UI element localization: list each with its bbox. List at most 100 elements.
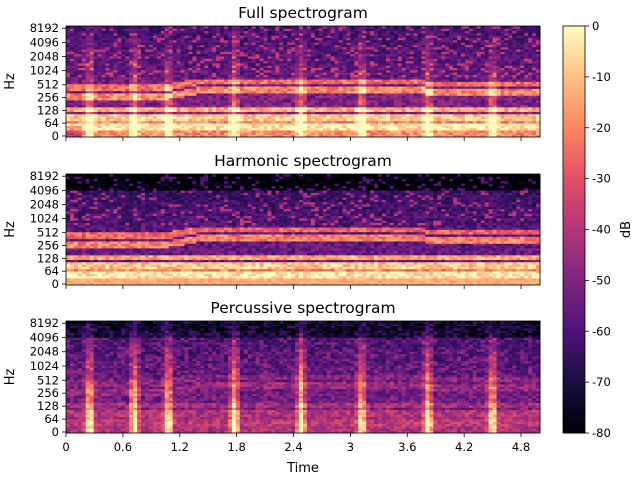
spectrogram-cell: [314, 102, 320, 106]
spectrogram-cell: [433, 69, 438, 73]
spectrogram-cell: [243, 125, 249, 129]
spectrogram-cell: [409, 106, 414, 110]
spectrogram-cell: [382, 127, 387, 131]
spectrogram-cell: [141, 49, 146, 52]
spectrogram-cell: [267, 97, 272, 101]
spectrogram-cell: [239, 65, 245, 69]
spectrogram-cell: [275, 51, 280, 55]
spectrogram-cell: [263, 81, 268, 85]
spectrogram-cell: [421, 104, 426, 108]
spectrogram-cell: [350, 130, 355, 133]
spectrogram-cell: [251, 44, 256, 48]
spectrogram-cell: [117, 132, 122, 136]
spectrogram-cell: [231, 32, 237, 36]
spectrogram-cell: [370, 102, 375, 106]
spectrogram-cell: [350, 111, 355, 115]
spectrogram-cell: [306, 104, 312, 108]
spectrogram-cell: [188, 118, 193, 122]
spectrogram-cell: [208, 93, 213, 96]
spectrogram-cell: [164, 90, 170, 94]
spectrogram-cell: [393, 102, 399, 106]
spectrogram-cell: [117, 53, 122, 57]
spectrogram-cell: [89, 30, 95, 34]
spectrogram-cell: [271, 104, 276, 108]
spectrogram-cell: [433, 120, 438, 124]
spectrogram-cell: [385, 53, 391, 57]
spectrogram-cell: [287, 130, 292, 133]
spectrogram-cell: [180, 63, 185, 66]
spectrogram-cell: [156, 83, 162, 87]
spectrogram-cell: [461, 74, 466, 78]
spectrogram-cell: [449, 30, 454, 34]
spectrogram-cell: [251, 116, 256, 119]
spectrogram-cell: [212, 95, 217, 99]
spectrogram-cell: [366, 63, 371, 66]
spectrogram-cell: [105, 76, 110, 80]
spectrogram-cell: [429, 26, 434, 29]
spectrogram-cell: [208, 113, 213, 117]
spectrogram-cell: [145, 113, 150, 117]
spectrogram-cell: [425, 76, 430, 80]
spectrogram-cell: [263, 127, 268, 131]
spectrogram-cell: [429, 113, 434, 117]
spectrogram-cell: [330, 83, 335, 87]
spectrogram-cell: [259, 74, 264, 78]
spectrogram-cell: [208, 97, 213, 101]
spectrogram-cell: [421, 118, 426, 122]
spectrogram-cell: [326, 30, 332, 34]
spectrogram-cell: [358, 88, 363, 92]
spectrogram-cell: [299, 30, 304, 34]
spectrogram-cell: [378, 95, 383, 99]
spectrogram-cell: [409, 63, 414, 66]
spectrogram-cell: [283, 63, 288, 66]
spectrogram-cell: [322, 109, 328, 112]
spectrogram-cell: [227, 53, 233, 57]
spectrogram-cell: [200, 26, 205, 29]
spectrogram-cell: [382, 67, 387, 71]
spectrogram-cell: [346, 46, 351, 50]
spectrogram-cell: [251, 113, 256, 117]
spectrogram-cell: [137, 51, 142, 55]
spectrogram-cell: [389, 49, 395, 52]
spectrogram-cell: [409, 111, 414, 115]
spectrogram-cell: [164, 123, 170, 126]
spectrogram-cell: [326, 95, 332, 99]
spectrogram-cell: [421, 88, 426, 92]
spectrogram-cell: [389, 130, 395, 133]
spectrogram-cell: [243, 123, 249, 126]
spectrogram-cell: [267, 102, 272, 106]
spectrogram-cell: [374, 125, 379, 129]
spectrogram-cell: [437, 35, 442, 38]
spectrogram-cell: [224, 28, 229, 32]
spectrogram-cell: [318, 56, 324, 59]
spectrogram-cell: [156, 56, 162, 59]
spectrogram-cell: [73, 51, 79, 55]
spectrogram-cell: [472, 90, 478, 94]
spectrogram-cell: [73, 109, 79, 112]
spectrogram-cell: [326, 86, 332, 89]
spectrogram-cell: [267, 72, 272, 75]
spectrogram-cell: [188, 37, 193, 41]
spectrogram-cell: [180, 123, 185, 126]
spectrogram-cell: [468, 67, 474, 71]
spectrogram-cell: [263, 30, 268, 34]
spectrogram-cell: [93, 111, 98, 115]
spectrogram-cell: [397, 106, 403, 110]
spectrogram-cell: [200, 88, 205, 92]
spectrogram-cell: [425, 49, 430, 52]
spectrogram-cell: [168, 79, 174, 82]
spectrogram-cell: [291, 26, 296, 29]
spectrogram-cell: [397, 102, 403, 106]
spectrogram-cell: [453, 74, 458, 78]
spectrogram-cell: [239, 118, 245, 122]
spectrogram-cell: [133, 53, 138, 57]
spectrogram-cell: [243, 46, 249, 50]
spectrogram-cell: [457, 95, 462, 99]
spectrogram-cell: [358, 97, 363, 101]
spectrogram-cell: [429, 67, 434, 71]
spectrogram-cell: [437, 56, 442, 59]
spectrogram-cell: [378, 113, 383, 117]
spectrogram-cell: [121, 35, 126, 38]
spectrogram-cell: [160, 123, 166, 126]
spectrogram-cell: [271, 46, 276, 50]
